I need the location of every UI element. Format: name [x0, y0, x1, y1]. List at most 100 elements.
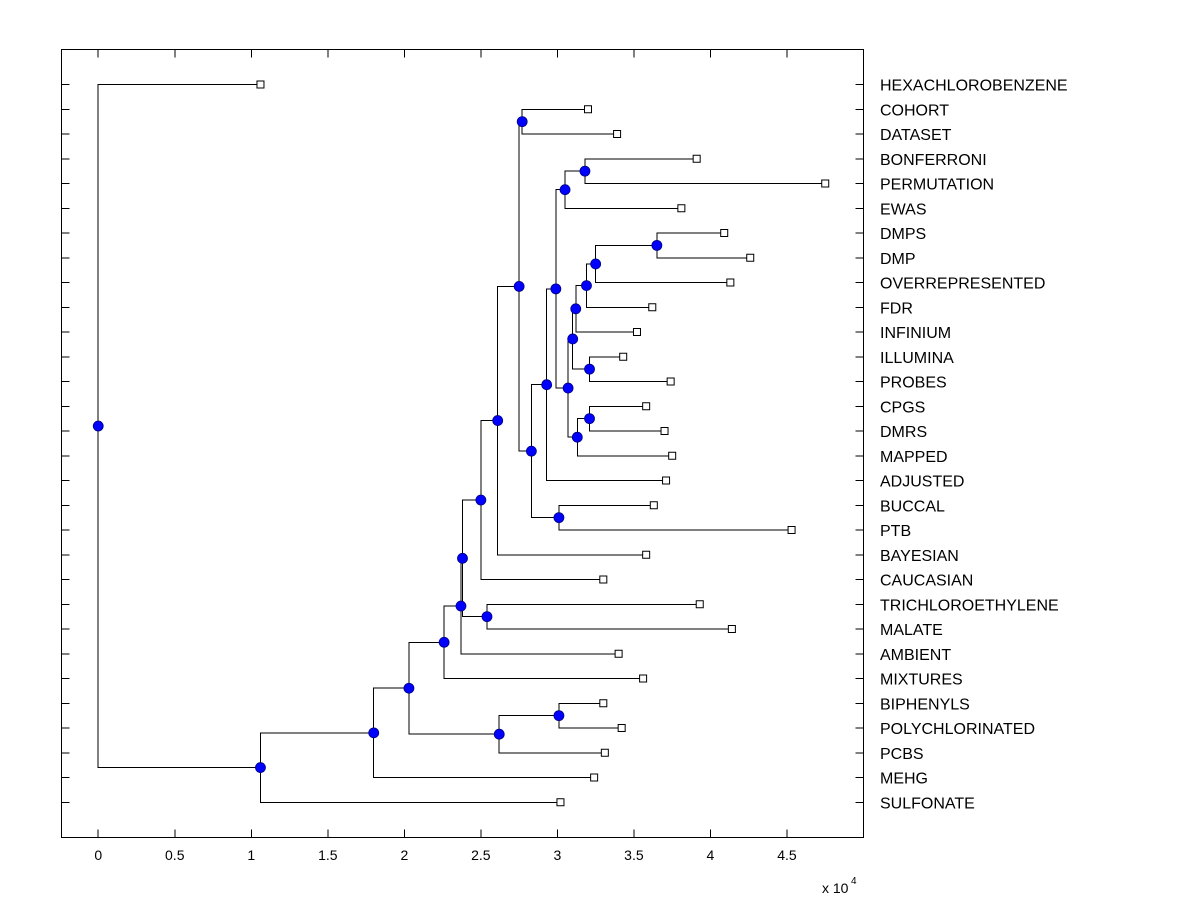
leaf-marker [660, 427, 669, 435]
node-marker [581, 280, 592, 291]
node-marker [541, 379, 553, 391]
leaf-marker [821, 179, 830, 188]
node-marker [571, 431, 583, 443]
node-marker [553, 512, 565, 524]
x-tick-label: 2 [400, 847, 408, 863]
leaf-label: INFINIUM [880, 325, 951, 342]
node-marker [567, 333, 579, 345]
leaf-label: MALATE [880, 622, 943, 639]
x-tick-label: 4 [707, 847, 715, 863]
x-exponent-base: x 10 [822, 880, 849, 896]
x-tick-labels: 0 0.5 1 1.5 2 2.5 3 3.5 4 4.5 [94, 847, 797, 863]
leaf-marker [590, 773, 599, 782]
node-marker [455, 600, 467, 612]
node-marker [590, 258, 602, 270]
leaf-marker [695, 600, 704, 609]
leaf-label: BUCCAL [880, 498, 945, 515]
leaf-marker [600, 748, 609, 757]
x-tick-label: 2.5 [471, 847, 491, 863]
node-marker [255, 762, 266, 773]
leaf-label: ADJUSTED [880, 474, 964, 491]
leaf-label: CAUCASIAN [880, 573, 973, 590]
node-marker [403, 682, 415, 694]
leaf-label: BAYESIAN [880, 548, 959, 565]
leaf-label: TRICHLOROETHYLENE [880, 597, 1059, 614]
leaf-marker [746, 253, 755, 262]
leaf-label: BIPHENYLS [880, 696, 970, 713]
node-marker [562, 382, 574, 394]
leaf-marker [599, 575, 608, 584]
node-marker [457, 552, 468, 564]
leaf-marker [556, 798, 565, 807]
node-marker [516, 116, 528, 128]
leaf-label: MAPPED [880, 449, 948, 466]
x-exponent-power: 4 [851, 876, 857, 887]
leaf-label: FDR [880, 300, 913, 317]
leaf-marker [787, 526, 796, 534]
x-tick-marks [97, 49, 788, 838]
node-marker [513, 280, 525, 292]
leaf-marker [662, 476, 671, 485]
leaf-marker [666, 377, 675, 386]
leaf-label: PCBS [880, 746, 924, 763]
leaf-marker [639, 674, 648, 683]
node-marker [559, 184, 571, 196]
leaf-labels: HEXACHLOROBENZENE COHORT DATASET BONFERRONI… [880, 78, 1068, 813]
leaf-marker [599, 699, 608, 708]
node-marker [92, 420, 104, 432]
leaf-label: HEXACHLOROBENZENE [880, 78, 1068, 95]
leaf-label: EWAS [880, 201, 927, 218]
node-marker [368, 727, 380, 739]
leaf-marker [727, 625, 736, 633]
leaf-marker [692, 154, 701, 163]
x-tick-label: 0.5 [165, 847, 185, 863]
node-marker [570, 303, 582, 315]
leaf-label: MIXTURES [880, 672, 963, 689]
leaf-label: ILLUMINA [880, 350, 954, 367]
x-tick-label: 3.5 [624, 847, 644, 863]
node-marker [438, 636, 450, 648]
leaf-label: CPGS [880, 399, 925, 416]
x-tick-label: 0 [94, 847, 102, 863]
node-marker [475, 494, 487, 506]
x-exponent-label: x 10 4 [822, 876, 857, 896]
node-marker [525, 445, 537, 457]
leaf-label: DMRS [880, 424, 927, 441]
x-tick-label: 1.5 [318, 847, 338, 863]
leaf-marker [726, 278, 735, 287]
leaf-label: COHORT [880, 102, 949, 119]
leaf-marker [649, 501, 658, 510]
leaf-marker [648, 303, 657, 312]
leaf-marker [668, 451, 677, 460]
node-marker [493, 728, 505, 740]
leaf-marker [617, 724, 626, 732]
x-tick-label: 4.5 [777, 847, 797, 863]
leaf-marker [642, 550, 651, 559]
leaf-label: PTB [880, 523, 911, 540]
node-marker [550, 283, 562, 295]
node-markers [92, 116, 663, 773]
leaf-marker [614, 649, 623, 658]
leaf-label: DATASET [880, 127, 952, 144]
leaf-label: AMBIENT [880, 647, 951, 664]
leaf-marker [642, 402, 651, 411]
leaf-label: PROBES [880, 375, 947, 392]
leaf-label: OVERREPRESENTED [880, 276, 1045, 293]
axes-box [61, 49, 864, 838]
leaf-markers [256, 80, 830, 807]
y-tick-marks [61, 84, 864, 803]
node-marker [584, 413, 595, 425]
leaf-marker [677, 204, 686, 213]
node-marker [481, 611, 493, 623]
leaf-label: DMPS [880, 226, 926, 243]
leaf-marker [720, 229, 729, 237]
leaf-label: BONFERRONI [880, 152, 987, 169]
node-marker [579, 165, 591, 177]
x-tick-label: 3 [553, 847, 561, 863]
leaf-label: SULFONATE [880, 795, 975, 812]
node-marker [492, 415, 504, 426]
leaf-marker [632, 328, 641, 336]
leaf-marker [584, 105, 593, 114]
